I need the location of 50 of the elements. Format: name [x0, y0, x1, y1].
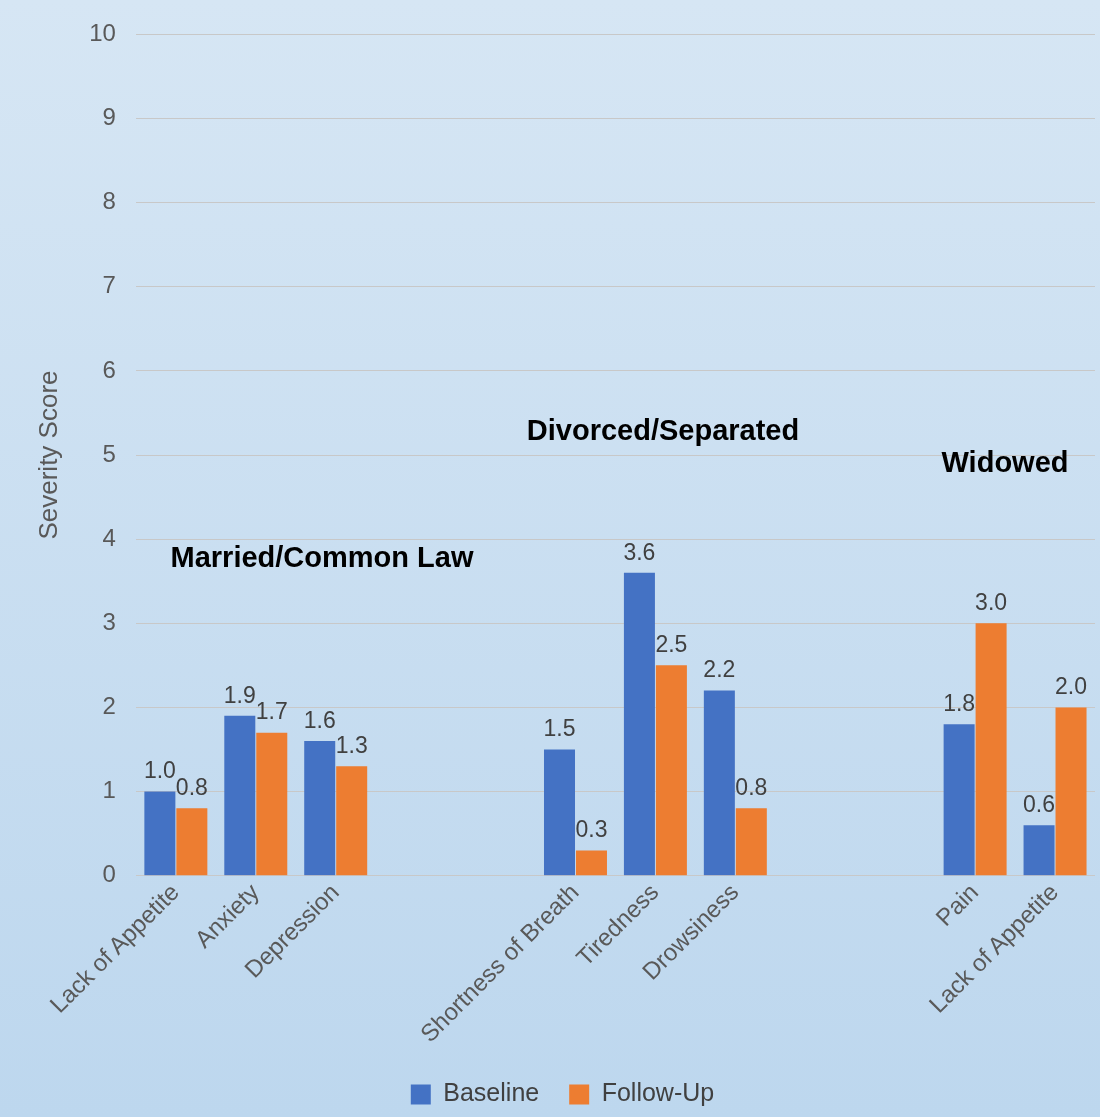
- data-label: 1.9: [223, 681, 256, 708]
- data-label: 0.3: [575, 816, 608, 843]
- data-label: 0.8: [175, 774, 208, 801]
- y-tick-label: 1: [102, 776, 116, 804]
- data-label: 0.8: [735, 774, 768, 801]
- y-tick-label: 2: [102, 692, 116, 720]
- y-tick-label: 0: [102, 860, 116, 888]
- bar: [1023, 825, 1055, 876]
- bar: [256, 732, 288, 876]
- data-label: 0.6: [1023, 791, 1056, 818]
- bar: [623, 572, 655, 876]
- y-tick-label: 7: [102, 271, 116, 299]
- y-tick-label: 6: [102, 355, 116, 383]
- y-tick-label: 5: [102, 439, 116, 467]
- y-tick-label: 10: [89, 19, 116, 47]
- legend-label: Follow-Up: [601, 1078, 715, 1107]
- data-label: 1.3: [335, 732, 368, 759]
- bar: [655, 665, 687, 876]
- bar: [176, 808, 208, 876]
- data-label: 3.6: [623, 538, 656, 565]
- y-axis-title: Severity Score: [32, 370, 63, 540]
- annotation: Divorced/Separated: [526, 414, 800, 446]
- annotation: Married/Common Law: [170, 541, 474, 573]
- y-tick-label: 9: [102, 103, 116, 131]
- data-label: 1.7: [255, 698, 288, 725]
- bar: [144, 791, 176, 876]
- x-tick-label: Pain: [930, 877, 984, 932]
- bar: [735, 808, 767, 876]
- bar: [943, 724, 975, 876]
- bar: [703, 690, 735, 876]
- data-label: 1.8: [943, 690, 976, 717]
- y-tick-label: 3: [102, 607, 116, 635]
- bar: [975, 623, 1007, 876]
- data-label: 1.0: [143, 757, 176, 784]
- data-label: 1.6: [303, 706, 336, 733]
- y-tick-label: 8: [102, 187, 116, 215]
- legend-label: Baseline: [443, 1078, 540, 1107]
- data-label: 2.5: [655, 631, 688, 658]
- annotation: Widowed: [941, 446, 1069, 478]
- data-label: 2.0: [1055, 673, 1088, 700]
- y-tick-label: 4: [102, 523, 116, 551]
- bar: [304, 741, 336, 876]
- bar: [1055, 707, 1087, 876]
- bar: [224, 715, 256, 876]
- data-label: 3.0: [975, 589, 1008, 616]
- data-label: 1.5: [543, 715, 576, 742]
- data-label: 2.2: [703, 656, 736, 683]
- bar: [575, 850, 607, 876]
- bar: [543, 749, 576, 876]
- bar: [336, 766, 368, 876]
